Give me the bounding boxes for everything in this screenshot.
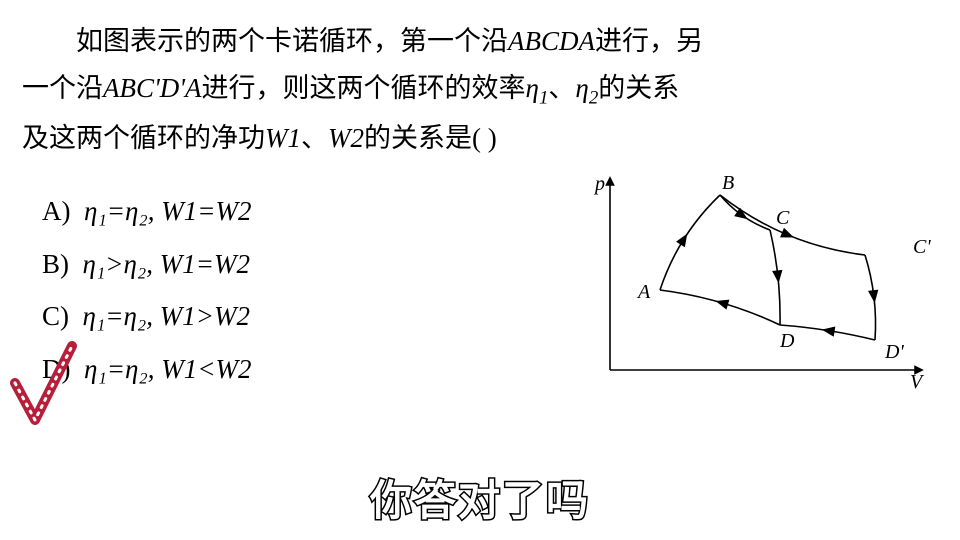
svg-text:C: C	[776, 207, 790, 229]
q-part: 一个沿	[22, 73, 103, 103]
svg-text:B: B	[722, 172, 734, 194]
q-part: 的关系是( )	[364, 123, 497, 153]
option-d: D) η₁=η₂, W1<W2	[42, 343, 252, 396]
options-list: A) η₁=η₂, W1=W2 B) η₁>η₂, W1=W2 C) η₁=η₂…	[42, 185, 252, 396]
w1: W1	[265, 123, 301, 153]
option-b: B) η₁>η₂, W1=W2	[42, 238, 252, 291]
option-a: A) η₁=η₂, W1=W2	[42, 185, 252, 238]
q-part: 进行，则这两个循环的效率	[202, 73, 526, 103]
caption-text: 你答对了吗	[0, 467, 960, 528]
option-c: C) η₁=η₂, W1>W2	[42, 290, 252, 343]
svg-text:D: D	[779, 330, 795, 352]
svg-text:C': C'	[913, 236, 931, 258]
question-text: 如图表示的两个卡诺循环，第一个沿ABCDA进行，另 一个沿ABC'D'A进行，则…	[22, 18, 938, 162]
axis-v-label: V	[910, 371, 925, 393]
eta1: η1	[526, 73, 549, 103]
pv-diagram: p V A B C C' D D'	[555, 170, 935, 400]
q-part: 如图表示的两个卡诺循环，第一个沿	[76, 26, 508, 56]
cycle2: ABC'D'A	[103, 73, 202, 103]
axis-p-label: p	[593, 173, 605, 195]
q-part: 及这两个循环的净功	[22, 123, 265, 153]
q-part: 进行，另	[595, 26, 703, 56]
cycle1: ABCDA	[508, 26, 595, 56]
svg-text:D': D'	[884, 341, 904, 363]
eta2: η2	[575, 73, 598, 103]
q-part: 的关系	[598, 73, 679, 103]
w2: W2	[328, 123, 364, 153]
svg-text:A: A	[636, 281, 651, 303]
